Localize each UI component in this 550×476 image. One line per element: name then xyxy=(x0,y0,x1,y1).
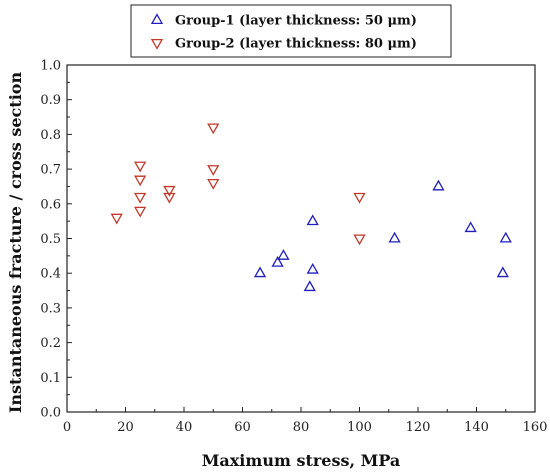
data-point-series-2 xyxy=(134,175,147,187)
legend-marker-series-1 xyxy=(150,13,164,24)
plot-area-frame xyxy=(66,64,536,413)
y-tick-label: 0.6 xyxy=(40,197,61,212)
data-point-series-2 xyxy=(163,185,176,197)
data-point-series-2 xyxy=(110,213,123,225)
x-tick-label: 140 xyxy=(464,420,489,435)
x-tick-label: 20 xyxy=(117,420,134,435)
data-point-series-1 xyxy=(303,280,316,292)
data-point-series-2 xyxy=(134,206,147,218)
y-tick-label: 0.1 xyxy=(40,371,61,386)
x-tick-label: 100 xyxy=(347,420,372,435)
y-tick-label: 0.7 xyxy=(40,163,61,178)
ticks-layer: 0 20 40 60 80 100 120 140 160 0.0 0.1 0.2 0.3 0.4 0.5 0… xyxy=(40,59,547,436)
y-tick-label: 0.3 xyxy=(40,301,61,316)
data-point-series-1 xyxy=(499,231,512,243)
x-tick-label: 40 xyxy=(176,420,193,435)
y-tick-label: 0.4 xyxy=(40,267,61,282)
data-point-series-1 xyxy=(277,249,290,260)
data-point-series-2 xyxy=(207,178,220,190)
data-point-series-1 xyxy=(306,214,319,226)
data-point-series-1 xyxy=(464,221,477,233)
data-point-series-2 xyxy=(207,123,220,135)
y-axis-title: Instantaneous fracture / cross section xyxy=(6,72,25,414)
data-point-series-1 xyxy=(496,266,509,278)
data-point-series-2 xyxy=(207,165,220,176)
legend-label-series-1: Group-1 (layer thickness: 50 μm) xyxy=(175,14,417,29)
data-point-series-1 xyxy=(253,266,267,278)
data-point-series-2 xyxy=(353,234,366,246)
legend-marker-series-2 xyxy=(150,39,164,50)
x-tick-label: 0 xyxy=(63,420,71,435)
data-point-series-1 xyxy=(271,256,284,267)
y-tick-label: 0.8 xyxy=(40,128,61,143)
y-tick-label: 0.9 xyxy=(40,93,61,108)
y-tick-label: 0.0 xyxy=(40,406,61,421)
marks-layer xyxy=(110,123,512,292)
data-point-series-1 xyxy=(432,179,445,191)
legend-box xyxy=(130,4,452,58)
x-tick-label: 80 xyxy=(293,420,310,435)
y-tick-label: 1.0 xyxy=(40,59,61,74)
data-point-series-2 xyxy=(353,192,366,204)
data-point-series-1 xyxy=(388,231,401,243)
data-point-series-2 xyxy=(134,161,147,173)
legend-label-series-2: Group-2 (layer thickness: 80 μm) xyxy=(175,37,417,52)
legend-items: Group-1 (layer thickness: 50 μm) Group-2 … xyxy=(150,13,417,52)
x-tick-label: 160 xyxy=(523,420,548,435)
x-axis-title: Maximum stress, MPa xyxy=(202,451,401,470)
y-tick-label: 0.2 xyxy=(40,336,61,351)
data-point-series-1 xyxy=(306,262,319,274)
legend: Group-1 (layer thickness: 50 μm) Group-2 … xyxy=(130,4,452,58)
data-point-series-2 xyxy=(134,192,147,204)
y-tick-label: 0.5 xyxy=(40,232,61,247)
x-tick-label: 60 xyxy=(234,420,251,435)
x-tick-label: 120 xyxy=(406,420,431,435)
data-point-series-2 xyxy=(163,192,176,204)
